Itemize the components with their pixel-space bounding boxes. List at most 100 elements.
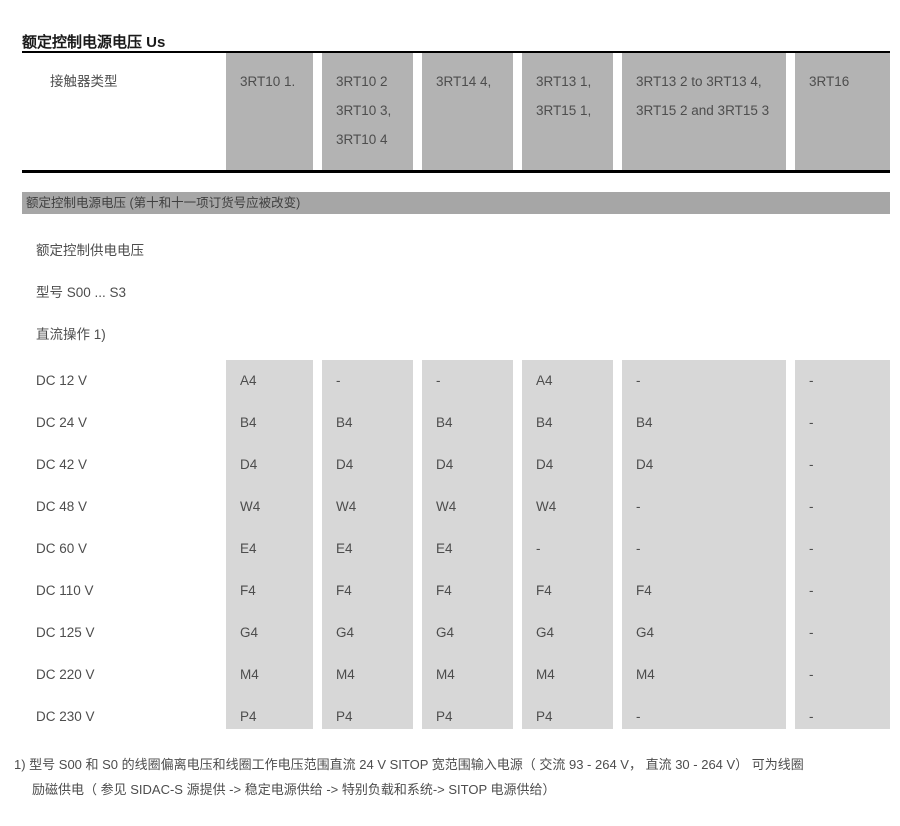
- table-row: DC 48 V W4 W4 W4 W4 - -: [0, 486, 900, 528]
- table-cell: B4: [336, 415, 353, 430]
- header-cell-line: 3RT13 2 to 3RT13 4,: [636, 74, 762, 89]
- table-row: DC 12 V A4 - - A4 - -: [0, 360, 900, 402]
- table-cell: A4: [536, 373, 553, 388]
- table-cell: G4: [336, 625, 355, 640]
- header-cell-column-3: 3RT14 4,: [422, 53, 513, 170]
- header-cell-line: 3RT10 2: [336, 74, 388, 89]
- header-cell-line: 3RT10 1.: [240, 74, 296, 89]
- header-cell-line: 3RT14 4,: [436, 74, 492, 89]
- table-cell: G4: [240, 625, 259, 640]
- table-row: DC 125 V G4 G4 G4 G4 G4 -: [0, 612, 900, 654]
- table-row: DC 24 V B4 B4 B4 B4 B4 -: [0, 402, 900, 444]
- table-cell: B4: [436, 415, 453, 430]
- table-row: DC 230 V P4 P4 P4 P4 - -: [0, 696, 900, 738]
- header-cell-column-2: 3RT10 2 3RT10 3, 3RT10 4: [322, 53, 413, 170]
- column-shade-2: [322, 360, 413, 729]
- header-label-text: 接触器类型: [50, 74, 118, 89]
- header-table-bottom-divider: [22, 170, 890, 173]
- table-cell: -: [636, 373, 641, 388]
- table-cell: -: [809, 457, 814, 472]
- row-label-voltage: DC 230 V: [36, 709, 95, 724]
- row-label-voltage: DC 42 V: [36, 457, 88, 472]
- table-cell: G4: [436, 625, 455, 640]
- column-shade-6: [795, 360, 890, 729]
- table-cell: -: [809, 541, 814, 556]
- sub-row-dc-operation: 直流操作 1): [36, 327, 106, 342]
- table-cell: D4: [536, 457, 554, 472]
- contactor-type-header-table: 接触器类型 3RT10 1. 3RT10 2 3RT10 3, 3RT10 4 3RT14…: [22, 53, 890, 170]
- footnote-line-1: 1) 型号 S00 和 S0 的线圈偏离电压和线圈工作电压范围直流 24 V S…: [14, 757, 804, 772]
- header-cell-line: 3RT13 1,: [536, 74, 592, 89]
- table-cell: -: [536, 541, 541, 556]
- table-cell: B4: [240, 415, 257, 430]
- table-cell: -: [636, 541, 641, 556]
- voltage-data-table: DC 12 V A4- - A4- - DC 24 V B4 B4 B4 B4 B4- DC 42 V…: [0, 360, 900, 729]
- table-cell: P4: [536, 709, 553, 724]
- footnote-line-2: 励磁供电（ 参见 SIDAC-S 源提供 -> 稳定电源供给 -> 特别负载和系…: [32, 782, 556, 797]
- table-cell: F4: [636, 583, 652, 598]
- table-cell: F4: [336, 583, 352, 598]
- section-bar-rated-control-supply-voltage: 额定控制电源电压 (第十和十一项订货号应被改变): [22, 192, 890, 214]
- table-cell: -: [809, 373, 814, 388]
- table-cell: M4: [436, 667, 455, 682]
- table-cell: W4: [536, 499, 557, 514]
- header-cell-line: 3RT10 3,: [336, 103, 392, 118]
- table-cell: A4: [240, 373, 257, 388]
- footnote: 1) 型号 S00 和 S0 的线圈偏离电压和线圈工作电压范围直流 24 V S…: [14, 752, 890, 802]
- table-cell: E4: [240, 541, 257, 556]
- sub-row-size-s00-s3: 型号 S00 ... S3: [36, 285, 127, 300]
- table-cell: B4: [536, 415, 553, 430]
- table-cell: W4: [336, 499, 357, 514]
- row-label-voltage: DC 110 V: [36, 583, 94, 598]
- table-cell: -: [809, 625, 814, 640]
- table-cell: P4: [240, 709, 257, 724]
- column-shade-3: [422, 360, 513, 729]
- column-shade-5: [622, 360, 786, 729]
- table-cell: F4: [536, 583, 552, 598]
- table-cell: P4: [336, 709, 353, 724]
- table-cell: D4: [240, 457, 258, 472]
- table-cell: B4: [636, 415, 653, 430]
- row-label-voltage: DC 220 V: [36, 667, 95, 682]
- table-cell: F4: [240, 583, 256, 598]
- table-cell: M4: [536, 667, 555, 682]
- table-cell: -: [809, 499, 814, 514]
- table-cell: M4: [336, 667, 355, 682]
- header-cell-column-6: 3RT16: [795, 53, 890, 170]
- header-cell-column-5: 3RT13 2 to 3RT13 4, 3RT15 2 and 3RT15 3: [622, 53, 786, 170]
- table-cell: F4: [436, 583, 452, 598]
- table-cell: M4: [636, 667, 655, 682]
- table-cell: -: [809, 667, 814, 682]
- row-label-voltage: DC 48 V: [36, 499, 88, 514]
- table-cell: P4: [436, 709, 453, 724]
- header-cell-line: 3RT10 4: [336, 132, 388, 147]
- table-cell: E4: [336, 541, 353, 556]
- table-row: DC 42 V D4 D4 D4 D4 D4 -: [0, 444, 900, 486]
- table-cell: D4: [636, 457, 654, 472]
- table-cell: E4: [436, 541, 453, 556]
- row-label-voltage: DC 125 V: [36, 625, 95, 640]
- table-cell: -: [809, 415, 814, 430]
- table-cell: -: [636, 499, 641, 514]
- header-cell-column-4: 3RT13 1, 3RT15 1,: [522, 53, 613, 170]
- table-cell: -: [636, 709, 641, 724]
- header-cell-line: 3RT16: [809, 74, 850, 89]
- sub-row-rated-control-supply-voltage: 额定控制供电电压: [36, 243, 144, 258]
- header-cell-contactor-type-label: 接触器类型: [22, 53, 226, 170]
- table-cell: G4: [536, 625, 555, 640]
- table-cell: D4: [336, 457, 354, 472]
- header-cell-line: 3RT15 2 and 3RT15 3: [636, 103, 770, 118]
- page-title: 额定控制电源电压 Us: [22, 34, 166, 51]
- title-divider: [22, 51, 890, 53]
- table-cell: W4: [436, 499, 457, 514]
- column-shade-1: [226, 360, 313, 729]
- table-cell: D4: [436, 457, 454, 472]
- row-label-voltage: DC 12 V: [36, 373, 88, 388]
- column-shade-4: [522, 360, 613, 729]
- table-row: DC 60 V E4 E4 E4 - - -: [0, 528, 900, 570]
- row-label-voltage: DC 24 V: [36, 415, 88, 430]
- table-cell: W4: [240, 499, 261, 514]
- header-cell-column-1: 3RT10 1.: [226, 53, 313, 170]
- table-row: DC 220 V M4 M4 M4 M4 M4 -: [0, 654, 900, 696]
